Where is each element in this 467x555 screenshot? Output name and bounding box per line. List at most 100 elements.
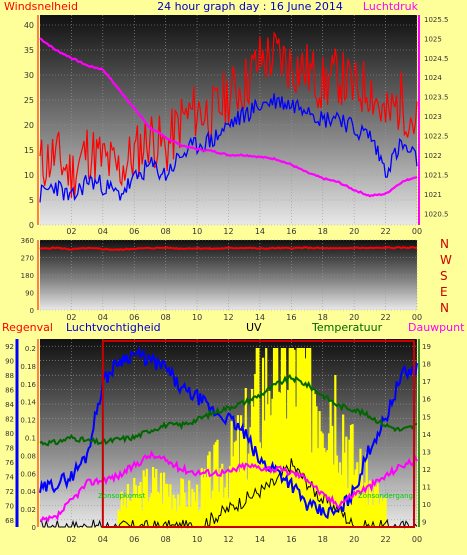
x-tick-label: 06	[129, 535, 139, 544]
x-tick-label: 12	[223, 313, 233, 322]
pressure-tick-label: 1025.5	[424, 16, 449, 24]
x-tick-label: 02	[66, 227, 76, 236]
x-tick-label: 04	[98, 313, 108, 322]
humidity-tick-label: 86	[5, 387, 14, 395]
rain-tick-label: 0.08	[20, 452, 36, 460]
temperature-tick-label: 11	[422, 484, 431, 492]
x-tick-label: 10	[192, 535, 202, 544]
x-tick-label: 22	[380, 535, 390, 544]
x-tick-label: 00	[412, 535, 422, 544]
rain-tick-label: 0.14	[20, 399, 36, 407]
humidity-tick-label: 76	[5, 459, 14, 467]
temperature-tick-label: 12	[422, 466, 431, 474]
x-tick-label: 04	[98, 535, 108, 544]
x-tick-label: 20	[349, 313, 359, 322]
chart-title: 24 hour graph day : 16 June 2014	[157, 0, 343, 13]
pressure-label: Luchtdruk	[363, 0, 419, 13]
x-tick-label: 10	[192, 227, 202, 236]
temperature-tick-label: 16	[422, 396, 431, 404]
wind-tick-label: 40	[24, 21, 34, 30]
temperature-tick-label: 17	[422, 378, 431, 386]
dewpoint-label: Dauwpunt	[408, 321, 465, 334]
wind-average-series	[39, 93, 418, 203]
x-tick-label: 04	[98, 227, 108, 236]
rain-tick-label: 0.18	[20, 363, 36, 371]
pressure-tick-label: 1023	[424, 113, 442, 121]
humidity-tick-label: 72	[5, 488, 14, 496]
temperature-tick-label: 10	[422, 501, 431, 509]
temperature-label: Temperatuur	[311, 321, 383, 334]
sunset-label: Zonsondergang	[358, 492, 413, 500]
x-tick-label: 08	[161, 313, 171, 322]
rain-tick-label: 0.04	[20, 488, 36, 496]
x-tick-label: 02	[66, 313, 76, 322]
x-tick-label: 18	[318, 535, 328, 544]
x-tick-label: 12	[223, 227, 233, 236]
pressure-tick-label: 1025	[424, 35, 442, 43]
rain-tick-label: 0.1	[25, 434, 36, 442]
humidity-tick-label: 70	[5, 502, 14, 510]
pressure-tick-label: 1024.5	[424, 55, 449, 63]
temperature-tick-label: 18	[422, 361, 431, 369]
wind-tick-label: 0	[29, 221, 34, 230]
humidity-tick-label: 80	[5, 430, 14, 438]
x-tick-label: 08	[161, 535, 171, 544]
temperature-tick-label: 14	[422, 431, 431, 439]
direction-tick-label: 0	[30, 307, 34, 315]
humidity-tick-label: 74	[5, 473, 14, 481]
compass-letter: N	[440, 237, 449, 251]
rain-tick-label: 0.12	[20, 417, 36, 425]
daylight-box	[101, 340, 415, 528]
humidity-label: Luchtvochtigheid	[66, 321, 161, 334]
x-tick-label: 10	[192, 313, 202, 322]
pressure-tick-label: 1024	[424, 74, 442, 82]
humidity-tick-label: 88	[5, 372, 14, 380]
x-tick-label: 00	[412, 313, 422, 322]
wind-tick-label: 20	[24, 121, 34, 130]
x-tick-label: 02	[66, 535, 76, 544]
x-tick-label: 20	[349, 535, 359, 544]
x-tick-label: 22	[380, 313, 390, 322]
pressure-series	[39, 37, 418, 198]
wind-tick-label: 35	[24, 46, 34, 55]
humidity-tick-label: 92	[5, 343, 14, 351]
x-tick-label: 22	[380, 227, 390, 236]
direction-tick-label: 180	[21, 272, 34, 280]
x-tick-label: 14	[255, 535, 265, 544]
x-tick-label: 06	[129, 227, 139, 236]
humidity-tick-label: 78	[5, 444, 14, 452]
x-tick-label: 20	[349, 227, 359, 236]
x-tick-label: 16	[286, 313, 296, 322]
temperature-tick-label: 19	[422, 343, 431, 351]
x-tick-label: 12	[223, 535, 233, 544]
pressure-tick-label: 1020.5	[424, 210, 449, 218]
rain-tick-label: 0.2	[25, 345, 36, 353]
x-tick-label: 14	[255, 227, 265, 236]
wind-tick-label: 30	[24, 71, 34, 80]
humidity-tick-label: 82	[5, 416, 14, 424]
humidity-tick-label: 84	[5, 401, 14, 409]
direction-tick-label: 90	[25, 290, 34, 298]
rain-tick-label: 0	[32, 524, 36, 532]
pressure-tick-label: 1023.5	[424, 94, 449, 102]
compass-letter: W	[440, 253, 452, 267]
temperature-tick-label: 13	[422, 448, 431, 456]
compass-letter: S	[440, 269, 448, 283]
pressure-tick-label: 1022	[424, 152, 442, 160]
x-tick-label: 06	[129, 313, 139, 322]
direction-tick-label: 360	[21, 237, 34, 245]
rain-label: Regenval	[2, 321, 53, 334]
temperature-tick-label: 15	[422, 413, 431, 421]
temperature-tick-label: 9	[422, 519, 426, 527]
rain-tick-label: 0.16	[20, 381, 36, 389]
pressure-tick-label: 1021.5	[424, 171, 449, 179]
compass-letter: E	[440, 285, 448, 299]
x-tick-label: 16	[286, 535, 296, 544]
wind-tick-label: 25	[24, 96, 34, 105]
wind-speed-label: Windsnelheid	[4, 0, 78, 13]
x-tick-label: 16	[286, 227, 296, 236]
humidity-tick-label: 90	[5, 358, 14, 366]
rain-tick-label: 0.02	[20, 506, 36, 514]
wind-direction-series	[39, 246, 417, 252]
